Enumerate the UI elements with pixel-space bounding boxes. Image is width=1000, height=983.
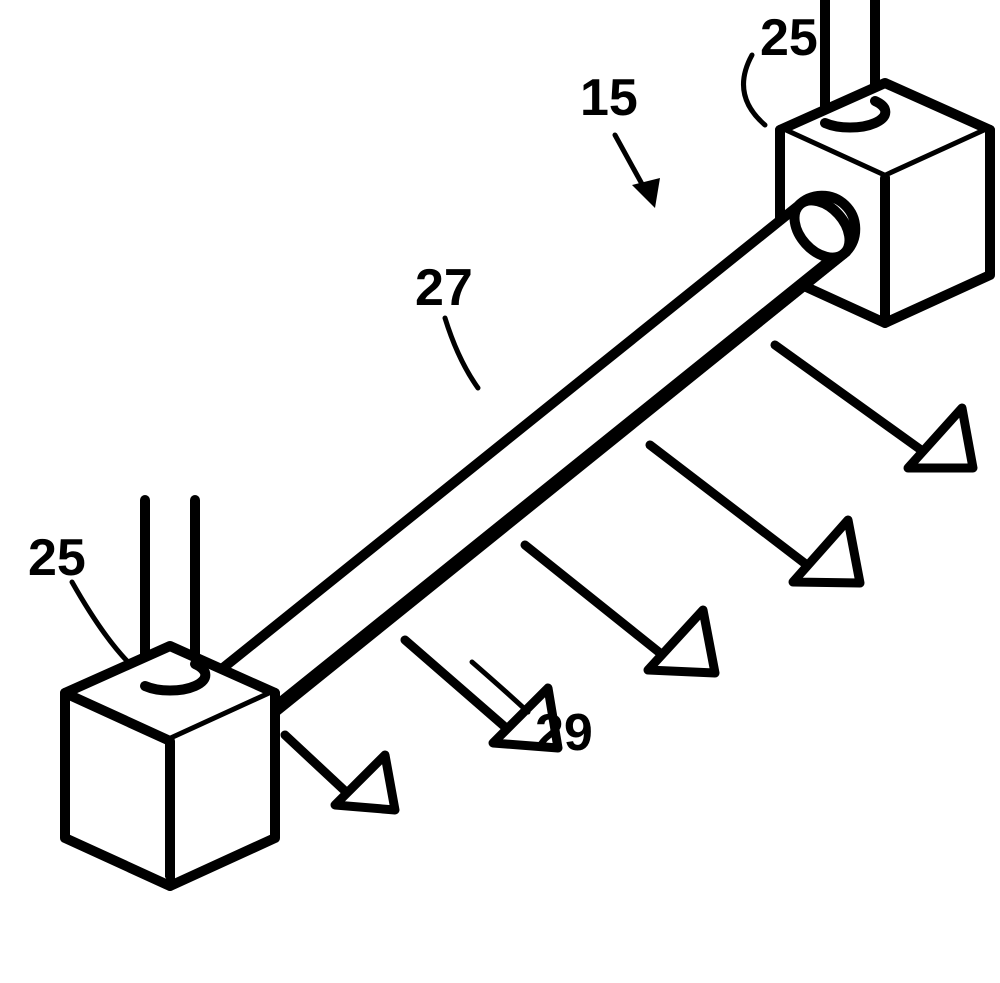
label-25-left: 25 xyxy=(28,529,86,587)
label-15: 15 xyxy=(580,69,638,127)
label-27: 27 xyxy=(415,259,473,317)
label-25-right: 25 xyxy=(760,9,818,67)
label-29: 29 xyxy=(535,704,593,762)
diagram-svg: 15 25 25 27 29 xyxy=(0,0,1000,983)
